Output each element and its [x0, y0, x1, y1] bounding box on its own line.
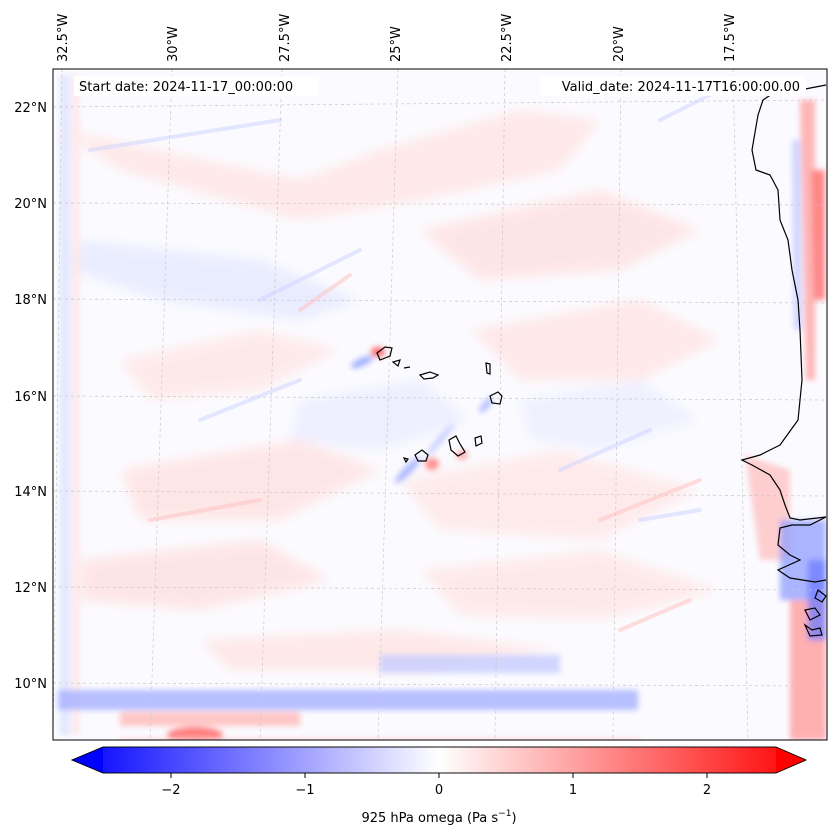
lat-label: 14°N	[14, 485, 47, 500]
lon-label: 32.5°W	[56, 14, 71, 62]
start-date-text: Start date: 2024-11-17_00:00:00	[79, 80, 293, 95]
colorbar-label: 925 hPa omega (Pa s−1)	[361, 809, 516, 826]
lat-label: 20°N	[14, 197, 47, 212]
lat-label: 22°N	[14, 101, 47, 116]
gridlines	[53, 69, 827, 740]
colorbar-label-main: 925 hPa omega (Pa s	[361, 811, 498, 826]
colorbar-left-extend	[72, 747, 103, 773]
lat-label: 16°N	[14, 390, 47, 405]
map-panel: Start date: 2024-11-17_00:00:00 Valid_da…	[52, 68, 828, 741]
lon-label: 30°W	[166, 26, 181, 62]
colorbar-tick-label: −1	[295, 783, 314, 798]
latitude-labels: 22°N 20°N 18°N 16°N 14°N 12°N 10°N	[14, 101, 47, 692]
colorbar-tick-label: −2	[161, 783, 180, 798]
colorbar-tick-label: 1	[569, 783, 577, 798]
lon-label: 27.5°W	[278, 14, 293, 62]
colorbar-tick-label: 0	[435, 783, 443, 798]
map-frame	[52, 68, 828, 741]
colorbar-ticks	[170, 773, 708, 778]
lon-label: 17.5°W	[723, 14, 738, 62]
valid-date-box	[540, 76, 806, 96]
start-date-box	[74, 76, 319, 96]
coastline	[740, 84, 827, 637]
lat-label: 18°N	[14, 293, 47, 308]
islands	[376, 346, 503, 464]
lon-label: 22.5°W	[500, 14, 515, 62]
colorbar-label-close: )	[511, 811, 516, 826]
longitude-labels: 32.5°W 30°W 27.5°W 25°W 22.5°W 20°W 17.5…	[56, 14, 738, 62]
lat-label: 12°N	[14, 581, 47, 596]
lon-label: 20°W	[612, 26, 627, 62]
colorbar-label-sup: −1	[498, 809, 511, 819]
colorbar-right-extend	[776, 747, 806, 773]
valid-date-text: Valid_date: 2024-11-17T16:00:00.00	[562, 80, 800, 95]
lat-label: 10°N	[14, 677, 47, 692]
colorbar-tick-label: 2	[703, 783, 711, 798]
omega-field	[58, 75, 826, 740]
colorbar-bar	[70, 746, 808, 774]
colorbar: −2 −1 0 1 2 925 hPa omega (Pa s−1)	[70, 746, 808, 826]
lon-label: 25°W	[389, 26, 404, 62]
